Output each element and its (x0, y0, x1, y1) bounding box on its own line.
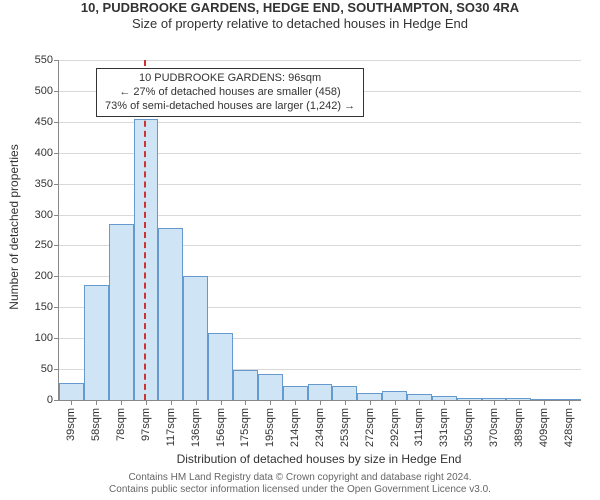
footer-line: Contains HM Land Registry data © Crown c… (0, 472, 600, 484)
y-tick-label: 400 (35, 147, 53, 159)
x-tick-label: 117sqm (165, 408, 177, 446)
y-tick-label: 550 (35, 54, 53, 66)
y-tick-label: 350 (35, 178, 53, 190)
histogram-bar (308, 384, 333, 400)
x-tick-label: 428sqm (563, 408, 575, 447)
y-tick-label: 200 (35, 270, 53, 282)
x-tick-label: 409sqm (538, 408, 550, 447)
x-tick-label: 156sqm (215, 408, 227, 447)
y-tick (54, 153, 59, 154)
x-tick-label: 350sqm (463, 408, 475, 447)
x-tick (245, 400, 246, 405)
histogram-bar (59, 383, 84, 400)
y-tick-label: 0 (47, 394, 53, 406)
x-tick-label: 58sqm (90, 408, 102, 441)
histogram-bar (208, 333, 233, 400)
x-tick-label: 370sqm (488, 408, 500, 447)
x-tick (444, 400, 445, 405)
y-tick (54, 369, 59, 370)
histogram-bar (382, 391, 407, 400)
histogram-bar (183, 276, 208, 400)
y-tick-label: 50 (41, 363, 53, 375)
y-tick (54, 400, 59, 401)
x-tick (295, 400, 296, 405)
y-tick (54, 245, 59, 246)
x-tick-label: 175sqm (239, 408, 251, 447)
x-tick (270, 400, 271, 405)
x-tick (494, 400, 495, 405)
histogram-bar (109, 224, 134, 400)
x-tick-label: 292sqm (389, 408, 401, 447)
x-tick (469, 400, 470, 405)
gridline (59, 60, 581, 61)
x-tick-label: 78sqm (115, 408, 127, 441)
x-tick-label: 234sqm (314, 408, 326, 447)
y-tick-label: 500 (35, 85, 53, 97)
histogram-bar (332, 386, 357, 400)
y-tick (54, 276, 59, 277)
x-tick (96, 400, 97, 405)
x-tick (544, 400, 545, 405)
y-tick (54, 307, 59, 308)
histogram-bar (134, 119, 159, 400)
x-tick-label: 311sqm (413, 408, 425, 446)
x-tick (370, 400, 371, 405)
y-tick-label: 250 (35, 239, 53, 251)
y-tick-label: 300 (35, 209, 53, 221)
y-axis-label: Number of detached properties (7, 127, 21, 327)
x-tick (71, 400, 72, 405)
y-tick (54, 91, 59, 92)
histogram-bar (84, 285, 109, 400)
info-line: ← 27% of detached houses are smaller (45… (105, 86, 355, 100)
x-tick (419, 400, 420, 405)
y-tick (54, 122, 59, 123)
histogram-bar (258, 374, 283, 400)
x-tick-label: 253sqm (339, 408, 351, 447)
x-tick-label: 136sqm (190, 408, 202, 447)
histogram-bar (158, 228, 183, 400)
y-tick (54, 184, 59, 185)
x-tick-label: 389sqm (513, 408, 525, 447)
footer-line: Contains public sector information licen… (0, 484, 600, 496)
y-tick-label: 150 (35, 301, 53, 313)
x-tick (221, 400, 222, 405)
histogram-bar (357, 393, 382, 400)
x-tick (171, 400, 172, 405)
y-tick (54, 215, 59, 216)
info-line: 73% of semi-detached houses are larger (… (105, 100, 355, 114)
x-tick-label: 272sqm (364, 408, 376, 447)
x-tick-label: 195sqm (264, 408, 276, 447)
x-tick-label: 214sqm (289, 408, 301, 447)
y-tick-label: 100 (35, 332, 53, 344)
x-tick-label: 39sqm (65, 408, 77, 441)
x-tick (146, 400, 147, 405)
x-tick-label: 331sqm (438, 408, 450, 447)
x-tick (519, 400, 520, 405)
x-tick (121, 400, 122, 405)
y-tick (54, 60, 59, 61)
histogram-bar (233, 370, 258, 400)
histogram-bar (283, 386, 308, 400)
x-tick (320, 400, 321, 405)
y-tick (54, 338, 59, 339)
x-tick-label: 97sqm (140, 408, 152, 441)
reference-info-box: 10 PUDBROOKE GARDENS: 96sqm← 27% of deta… (96, 68, 364, 117)
footer-attribution: Contains HM Land Registry data © Crown c… (0, 472, 600, 496)
x-tick (196, 400, 197, 405)
info-line: 10 PUDBROOKE GARDENS: 96sqm (105, 72, 355, 86)
y-tick-label: 450 (35, 116, 53, 128)
x-tick (569, 400, 570, 405)
x-tick (395, 400, 396, 405)
x-axis-label: Distribution of detached houses by size … (58, 452, 580, 466)
x-tick (345, 400, 346, 405)
